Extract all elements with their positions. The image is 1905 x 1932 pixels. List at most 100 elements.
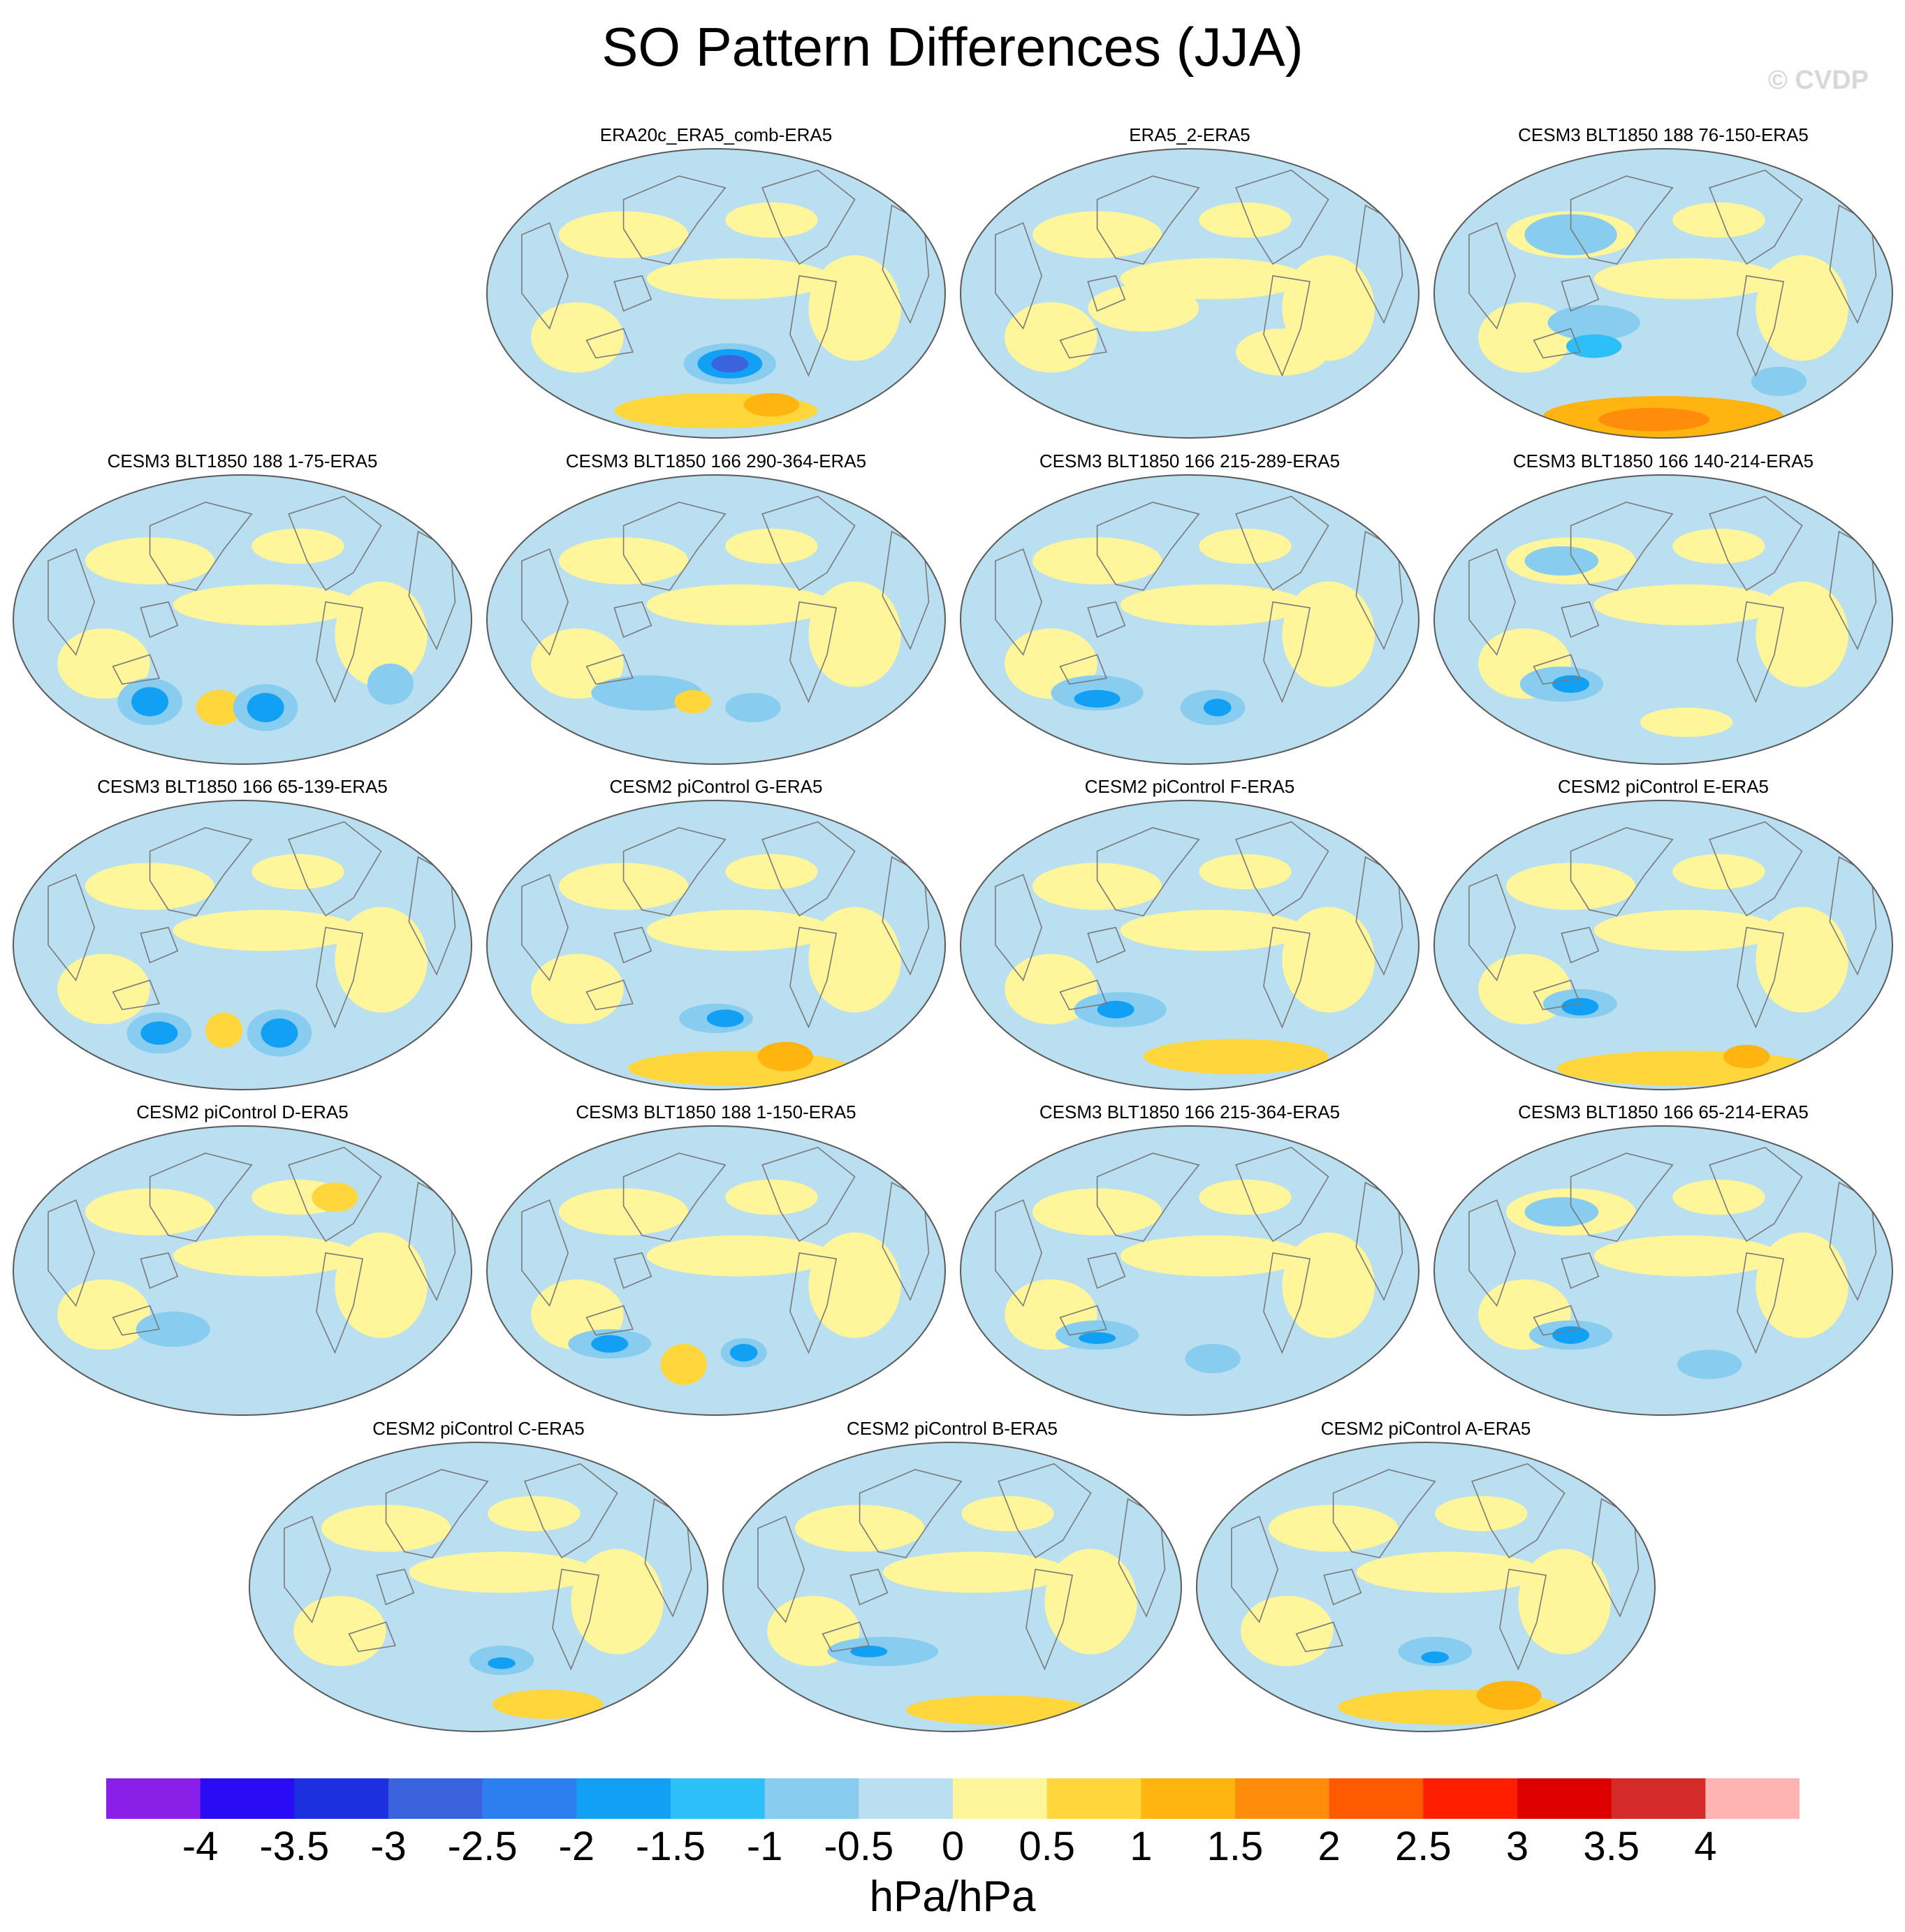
coastline [1737,601,1785,703]
robinson-map [960,1125,1419,1416]
colorbar-tick-label: 2.5 [1395,1824,1452,1869]
field-contour [646,258,832,300]
field-contour [757,1041,814,1071]
coastline [112,979,160,1011]
colorbar-swatch [953,1778,1048,1819]
coastline [1059,654,1107,685]
robinson-map [249,1442,708,1732]
map-border [1433,474,1893,765]
field-contour [1593,584,1779,626]
field-contour [57,953,150,1025]
field-contour [794,1505,925,1552]
coastline [1737,1252,1785,1354]
field-contour [1505,863,1636,910]
colorbar-swatch [1329,1778,1424,1819]
panel-title: CESM3 BLT1850 166 140-214-ERA5 [1512,451,1814,471]
coastline [1263,926,1311,1029]
coastline [1263,1252,1311,1354]
colorbar-swatch [1235,1778,1330,1819]
field-contour [131,687,169,717]
robinson-map [486,474,946,765]
colorbar-tick-label: 3 [1505,1824,1529,1869]
robinson-map [1196,1442,1656,1732]
coastline [1468,548,1517,657]
panel-title: CESM3 BLT1850 166 215-364-ERA5 [1039,1102,1341,1122]
coastline [761,821,856,917]
field-contour [882,1551,1068,1593]
coastline [789,601,838,703]
coastline [521,548,569,657]
field-contour [674,689,712,714]
coastline [613,601,652,638]
field-contour [1032,863,1162,910]
field-contour [1672,528,1765,564]
coastline [1561,1252,1600,1289]
field-contour [1524,546,1599,576]
coastline [1059,1305,1107,1336]
colorbar-tick-label: 1 [1130,1824,1153,1869]
field-contour [85,863,215,910]
coastline [288,821,382,917]
coastline [1533,654,1581,685]
coastline [998,1463,1092,1559]
field-contour [1199,528,1292,564]
coastline [140,1252,179,1289]
map-panel: CESM3 BLT1850 166 290-364-ERA5 [482,451,950,768]
colorbar-swatch [388,1778,483,1819]
map-border [486,800,946,1090]
field-contour [1547,305,1640,341]
map-border [960,474,1419,765]
robinson-map [960,800,1419,1090]
map-panel: ERA20c_ERA5_comb-ERA5 [482,124,950,441]
map-border [486,148,946,439]
colorbar-swatch [200,1778,295,1819]
map-panel: CESM2 piControl F-ERA5 [956,776,1424,1093]
panel-title: CESM2 piControl E-ERA5 [1558,776,1769,797]
colorbar-swatch [1517,1778,1612,1819]
colorbar-tick-label: -3 [370,1824,407,1869]
coastline [585,1305,634,1336]
field-contour [1756,1232,1848,1338]
map-panel: CESM3 BLT1850 166 140-214-ERA5 [1429,451,1897,768]
field-contour [628,1051,850,1086]
panel-title: CESM2 piControl G-ERA5 [609,776,823,797]
page-title: SO Pattern Differences (JJA) [601,16,1304,78]
map-panel: CESM2 piControl C-ERA5 [244,1418,713,1735]
field-contour [850,1646,888,1657]
panel-title: CESM3 BLT1850 188 76-150-ERA5 [1518,124,1809,145]
field-contour [1751,367,1807,396]
coastline [1295,1621,1343,1653]
field-contour [1241,1595,1334,1667]
coastline [1096,175,1200,265]
coastline [140,601,179,638]
robinson-map [486,800,946,1090]
field-contour [1552,675,1590,693]
field-contour [1268,1505,1399,1552]
coastline [1087,275,1126,312]
coastline [149,827,253,916]
coastline [552,1568,600,1671]
map-border [486,474,946,765]
field-contour [646,909,832,951]
coastline [1709,821,1803,917]
coastline [1533,328,1581,359]
map-border [1196,1442,1656,1732]
coastline [1570,827,1674,916]
map-panel: CESM3 BLT1850 188 1-150-ERA5 [482,1102,950,1419]
panel-title: CESM3 BLT1850 188 1-75-ERA5 [107,451,378,471]
coastline [995,222,1043,330]
coastline [348,1621,396,1653]
field-contour [725,1179,818,1215]
panel-title: CESM2 piControl D-ERA5 [136,1102,349,1122]
coastline [585,979,634,1011]
map-panel: CESM3 BLT1850 188 1-75-ERA5 [8,451,476,768]
coastline [1096,1152,1200,1242]
colorbar-tick-label: 1.5 [1206,1824,1264,1869]
field-contour [1476,1681,1542,1711]
map-border [722,1442,1182,1732]
field-contour [1677,1349,1742,1380]
field-contour [409,1551,594,1593]
colorbar-tick-label: -3.5 [259,1824,330,1869]
field-contour [558,1188,689,1236]
colorbar-swatch [576,1778,671,1819]
